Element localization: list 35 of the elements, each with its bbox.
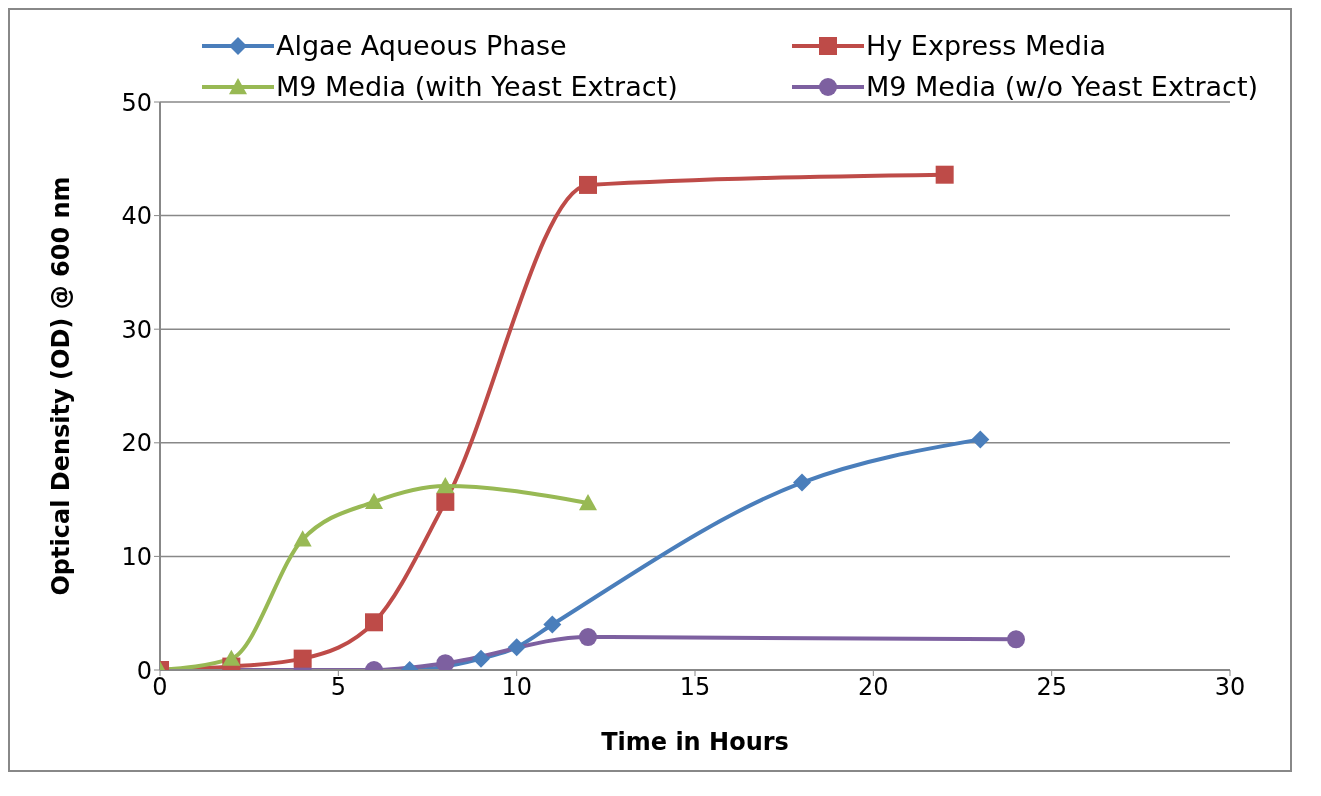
point <box>436 476 455 494</box>
point <box>971 430 990 449</box>
point <box>543 615 562 634</box>
point <box>1007 630 1025 649</box>
point <box>222 649 241 666</box>
point <box>293 649 312 668</box>
point <box>579 494 597 511</box>
y-tick-label: 10 <box>121 542 152 571</box>
point <box>507 638 526 657</box>
y-tick-label: 40 <box>121 202 152 231</box>
point <box>293 530 312 547</box>
x-tick-label: 10 <box>501 673 532 702</box>
point <box>365 613 383 632</box>
point <box>472 649 490 668</box>
legend-label: M9 Media (w/o Yeast Extract) <box>866 71 1259 102</box>
legend-label: Algae Aqueous Phase <box>276 30 567 61</box>
y-tick-label: 30 <box>121 315 152 344</box>
point <box>436 492 455 511</box>
point <box>579 175 597 194</box>
point <box>365 492 383 510</box>
y-tick-label: 20 <box>121 429 152 458</box>
x-tick-label: 25 <box>1036 673 1067 702</box>
point <box>793 473 811 492</box>
legend-label: M9 Media (with Yeast Extract) <box>276 71 678 102</box>
x-tick-label: 30 <box>1214 673 1246 702</box>
x-tick-label: 15 <box>679 673 711 702</box>
legend-label: Hy Express Media <box>866 30 1106 61</box>
point <box>436 654 455 670</box>
y-axis-title: Optical Density (OD) @ 600 nm <box>46 176 75 596</box>
x-tick-label: 20 <box>858 673 889 702</box>
point <box>935 165 954 184</box>
x-axis-title: Time in Hours <box>601 728 789 756</box>
point <box>579 628 597 647</box>
y-tick-label: 50 <box>121 88 152 117</box>
x-tick-label: 5 <box>330 673 346 702</box>
